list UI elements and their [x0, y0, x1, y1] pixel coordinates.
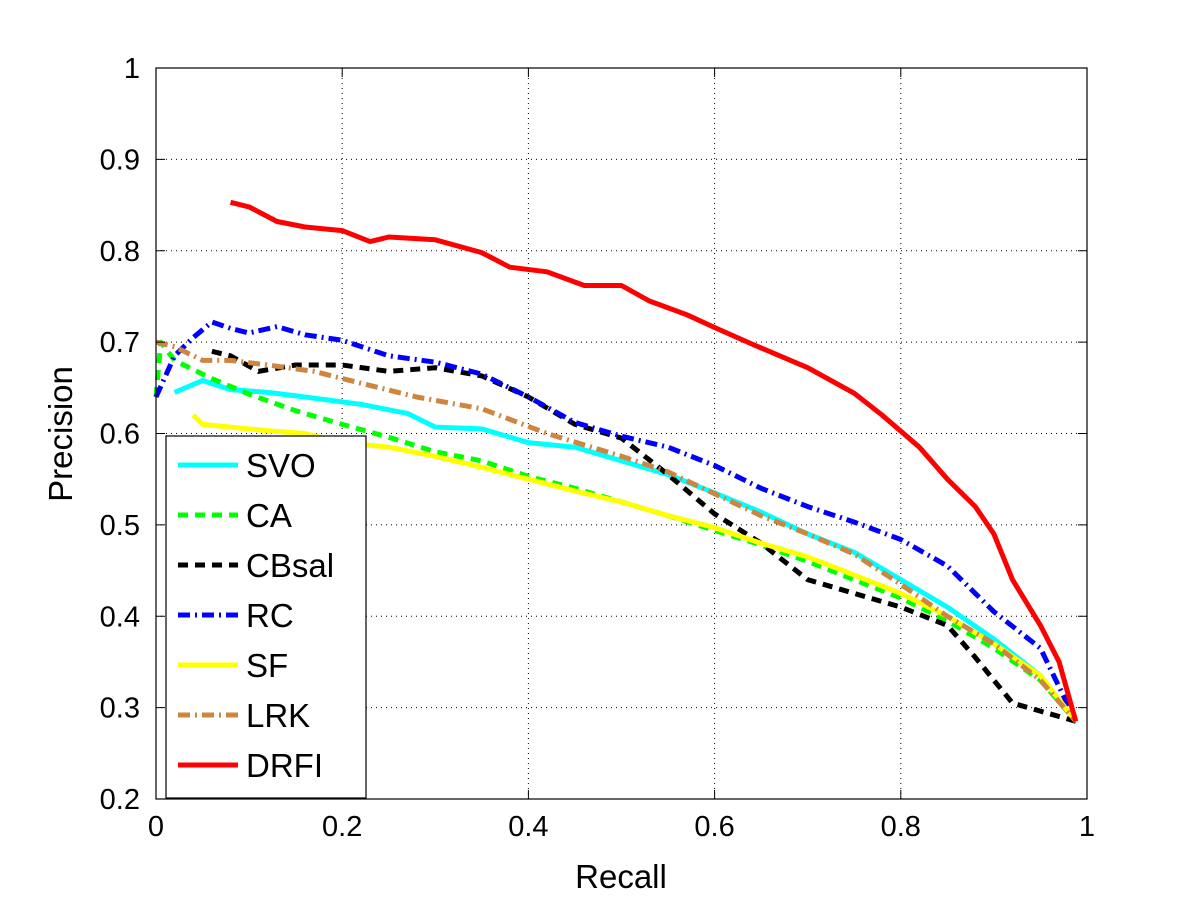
legend-label-cbsal: CBsal: [246, 547, 334, 584]
x-tick-label: 0.6: [694, 811, 734, 843]
legend-label-sf: SF: [246, 647, 288, 684]
series-line-ca: [153, 339, 1078, 723]
y-tick-label: 0.2: [100, 784, 140, 816]
legend-label-ca: CA: [246, 497, 292, 534]
y-tick-label: 0.8: [100, 236, 140, 268]
y-tick-label: 1: [124, 53, 140, 85]
legend-label-drfi: DRFI: [246, 747, 323, 784]
y-tick-label: 0.3: [100, 693, 140, 725]
legend-label-svo: SVO: [246, 447, 316, 484]
x-tick-label: 0.4: [508, 811, 548, 843]
legend-label-lrk: LRK: [246, 697, 310, 734]
x-tick-label: 0.2: [322, 811, 362, 843]
x-tick-label: 1: [1079, 811, 1095, 843]
series-lines: [153, 199, 1079, 724]
y-tick-label: 0.9: [100, 144, 140, 176]
y-tick-label: 0.6: [100, 419, 140, 451]
x-axis-label: Recall: [575, 858, 667, 895]
y-tick-label: 0.7: [100, 327, 140, 359]
series-line-svo: [173, 378, 1078, 723]
series-line-sf: [191, 413, 1078, 723]
legend: SVO CA CBsal RC SF LRK DRFI: [165, 435, 367, 799]
x-tick-label: 0: [148, 811, 164, 843]
legend-label-rc: RC: [246, 597, 294, 634]
series-line-cbsal: [211, 348, 1077, 724]
legend-box: [165, 435, 367, 799]
y-tick-label: 0.5: [100, 510, 140, 542]
y-axis-label: Precision: [42, 366, 79, 502]
series-line-lrk: [155, 339, 1078, 723]
ticks: 0 0.2 0.4 0.6 0.8 10.20.30.40.50.60.70.80.91: [100, 53, 1095, 843]
x-tick-label: 0.8: [881, 811, 921, 843]
series-line-drfi: [229, 199, 1079, 722]
series-line-rc: [153, 319, 1079, 723]
y-tick-label: 0.4: [100, 601, 140, 633]
